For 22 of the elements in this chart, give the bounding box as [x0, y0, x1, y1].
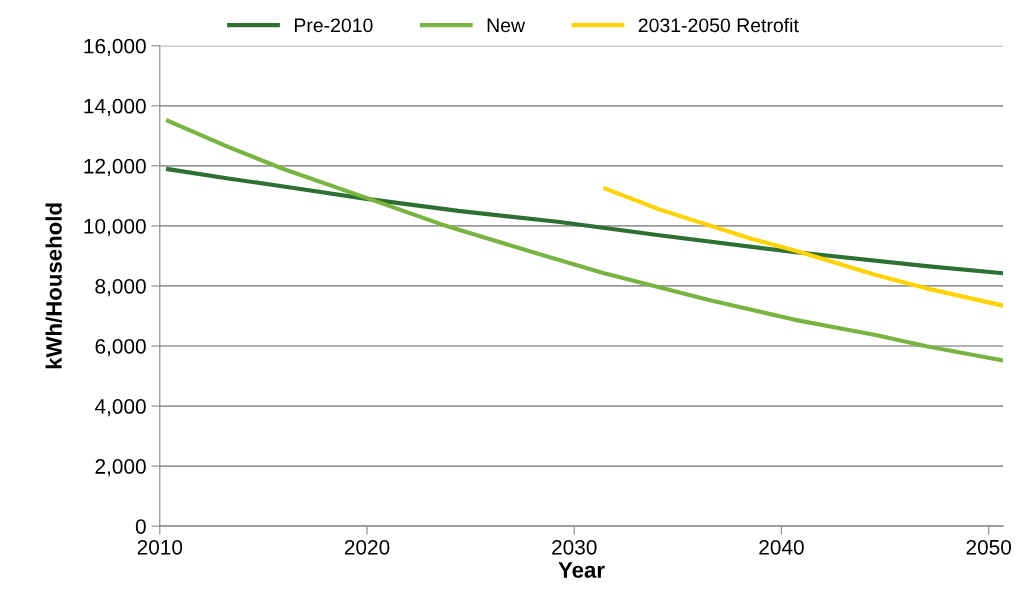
y-tick-label: 8,000	[95, 278, 146, 297]
y-tick-label: 12,000	[84, 158, 146, 177]
x-tick-label: 2030	[552, 539, 597, 555]
y-axis-title: kWh/Household	[45, 203, 63, 369]
line-series	[166, 167, 1004, 276]
legend-label: Pre-2010	[294, 18, 373, 33]
legend-label: 2031-2050 Retrofit	[638, 17, 799, 33]
line-series	[603, 186, 1004, 308]
y-tick-label: 6,000	[95, 339, 146, 357]
y-tick-label: 2,000	[95, 459, 146, 477]
y-tick-label: 0	[135, 519, 146, 534]
line-series	[166, 118, 1004, 363]
y-tick-label: 14,000	[84, 98, 146, 117]
x-tick-label: 2020	[344, 539, 390, 555]
x-axis-title: Year	[558, 562, 605, 578]
y-tick-label: 10,000	[84, 218, 146, 237]
legend-label: New	[487, 18, 526, 33]
x-tick-label: 2050	[966, 539, 1012, 555]
x-tick-label: 2010	[137, 539, 183, 555]
y-tick-label: 16,000	[84, 38, 146, 56]
x-tick-label: 2040	[759, 539, 804, 555]
y-tick-label: 4,000	[94, 399, 146, 417]
